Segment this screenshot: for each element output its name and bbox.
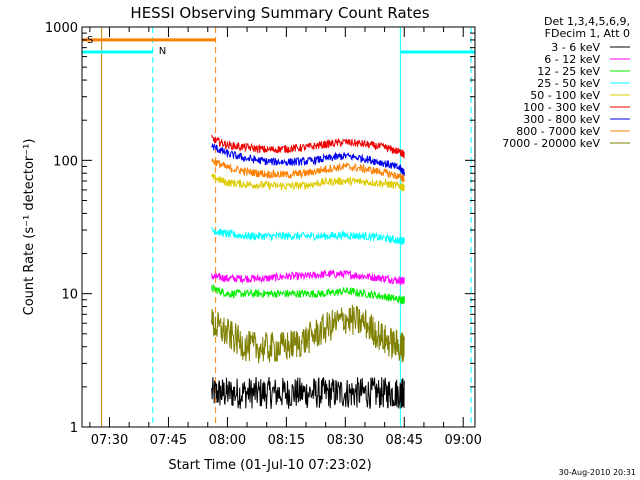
legend-entry-label: 25 - 50 keV <box>537 77 600 90</box>
legend-header-line: FDecim 1, Att 0 <box>545 27 630 40</box>
plot-frame <box>81 26 476 428</box>
series-line <box>211 158 405 184</box>
x-axis: 07:30 07:45 08:00 08:15 08:30 08:45 09:00 <box>89 27 482 448</box>
x-tick-label: 07:30 <box>91 433 128 448</box>
annotations-layer: SN <box>82 27 475 427</box>
y-axis: 1 10 100 1000 <box>45 21 475 436</box>
legend-entry-label: 7000 - 20000 keV <box>502 137 600 150</box>
legend-entry-label: 6 - 12 keV <box>544 53 600 66</box>
y-axis-label: Count Rate (s⁻¹ detector⁻¹) <box>22 139 37 316</box>
y-tick-label: 100 <box>53 154 78 169</box>
x-tick-label: 08:00 <box>209 433 246 448</box>
series-line <box>211 269 405 286</box>
legend-header-line: Det 1,3,4,5,6,9, <box>544 15 630 28</box>
legend-entry-label: 50 - 100 keV <box>530 89 600 102</box>
legend: Det 1,3,4,5,6,9,FDecim 1, Att 03 - 6 keV… <box>502 15 630 150</box>
legend-entry-label: 12 - 25 keV <box>537 65 600 78</box>
series-layer <box>211 134 405 409</box>
series-line <box>211 173 405 192</box>
legend-entry-label: 100 - 300 keV <box>523 101 600 114</box>
night-flag-label: N <box>159 46 166 57</box>
series-line <box>211 143 405 177</box>
x-tick-label: 09:00 <box>444 433 481 448</box>
x-tick-label: 08:45 <box>386 433 423 448</box>
series-line <box>211 226 405 245</box>
legend-entry-label: 300 - 800 keV <box>523 113 600 126</box>
series-line <box>211 134 405 159</box>
chart-title: HESSI Observing Summary Count Rates <box>130 4 429 22</box>
series-line <box>211 283 405 305</box>
x-tick-label: 07:45 <box>150 433 187 448</box>
x-axis-label: Start Time (01-Jul-10 07:23:02) <box>168 458 371 473</box>
y-tick-label: 1 <box>70 421 78 436</box>
y-tick-label: 10 <box>61 288 78 303</box>
legend-entry-label: 800 - 7000 keV <box>516 125 600 138</box>
footer-timestamp: 30-Aug-2010 20:31 <box>559 468 636 477</box>
x-tick-label: 08:15 <box>268 433 305 448</box>
legend-entry-label: 3 - 6 keV <box>551 41 600 54</box>
y-tick-label: 1000 <box>45 21 78 36</box>
series-line <box>211 304 405 364</box>
saa-flag-label: S <box>87 35 93 46</box>
x-tick-label: 08:30 <box>327 433 364 448</box>
series-line <box>211 376 405 409</box>
